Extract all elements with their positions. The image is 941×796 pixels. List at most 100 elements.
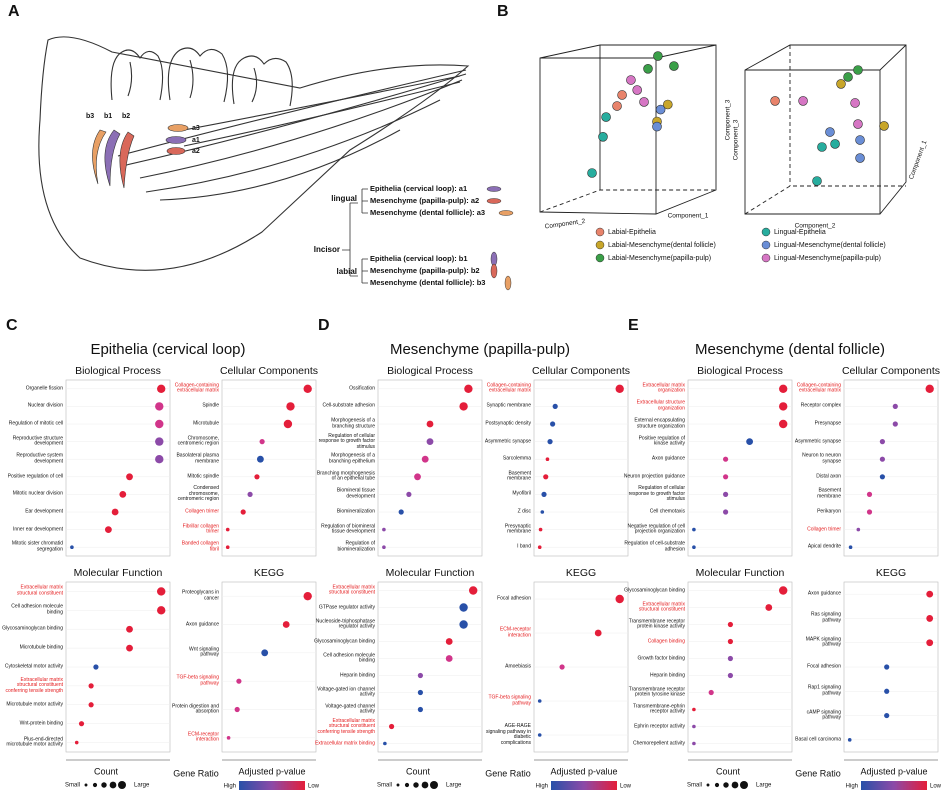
term-label: Myofibril (512, 490, 531, 497)
term-label: External encapsulating structure organiz… (634, 417, 685, 429)
term-label: Transmembrane-ephrin receptor activity (632, 703, 685, 715)
term-label: Extracellular matrix structural constitu… (5, 676, 63, 694)
term-dot (254, 474, 260, 480)
term-dot (78, 721, 85, 727)
axis-label: Component_1 (668, 213, 709, 220)
term-dot (105, 526, 112, 533)
padj-colorbar (551, 781, 617, 790)
pca-point (830, 139, 840, 149)
term-label: ECM-receptor interaction (187, 731, 219, 743)
axis-label: Component_3 (725, 99, 732, 140)
term-dot (421, 455, 429, 463)
term-dot (445, 655, 453, 662)
loop-label: b1 (104, 113, 112, 120)
term-label: Morphogenesis of a branching epithelium (328, 452, 375, 465)
term-label: Transmembrane receptor protein tyrosine … (628, 686, 685, 698)
panel-title: Mesenchyme (papilla-pulp) (390, 341, 570, 358)
term-dot (88, 683, 94, 689)
term-label: Synaptic membrane (486, 402, 531, 409)
term-label: Voltage-gated channel activity (325, 703, 375, 715)
lingual-label: lingual (331, 194, 357, 203)
legend-large: Large (446, 783, 462, 789)
term-label: Collagen binding (647, 637, 685, 644)
term-dot (259, 439, 265, 445)
term-label: Glycosaminoglycan binding (314, 637, 375, 644)
term-dot (537, 733, 542, 737)
term-dot (692, 707, 696, 712)
term-dot (93, 664, 99, 670)
pca-point (655, 104, 666, 115)
labial-label: labial (337, 267, 357, 276)
term-dot (382, 527, 386, 532)
term-dot (111, 508, 119, 516)
legend-large: Large (756, 783, 772, 789)
term-dot (545, 457, 550, 462)
pca-point (653, 51, 663, 61)
term-dot (692, 741, 696, 746)
term-label: Inner ear development (12, 525, 63, 532)
term-label: Cytoskeletal motor activity (4, 663, 63, 670)
term-label: Neuron to neuron synapse (802, 452, 841, 465)
legend-label: Labial-Mesenchyme(papilla-pulp) (608, 255, 711, 262)
legend-padj: Adjusted p-value (550, 766, 617, 776)
legend-small: Small (687, 783, 702, 789)
term-label: Cell adhesion molecule binding (323, 652, 375, 664)
term-label: Cell chemotaxis (649, 508, 685, 515)
term-label: Ras signaling pathway (810, 611, 841, 624)
term-dot (247, 491, 253, 497)
term-label: Chemorepellent activity (633, 739, 685, 746)
term-dot (417, 672, 423, 679)
term-label: Mitotic nuclear division (12, 490, 63, 497)
legend-size-dot (731, 781, 739, 789)
term-dot (155, 455, 164, 464)
legend-size-dot (84, 783, 88, 787)
subplot-title: Biological Process (387, 365, 473, 377)
pca-point (598, 132, 608, 142)
pca-point (850, 98, 860, 108)
loop-label: b3 (86, 113, 94, 120)
subplot-title: KEGG (876, 567, 906, 579)
term-label: Basement membrane (817, 487, 841, 500)
term-dot (126, 473, 133, 481)
pca-point (770, 96, 780, 106)
term-label: Collagen trimer (807, 525, 841, 532)
legend-size-dot (118, 781, 126, 789)
term-label: Nucleoside-triphosphatase regulator acti… (315, 618, 375, 630)
term-label: Asymmetric synapse (794, 437, 841, 444)
legend-padj: Adjusted p-value (860, 766, 927, 776)
term-label: Spindle (202, 402, 219, 409)
pca-point (587, 168, 597, 178)
plot-box (221, 581, 317, 753)
pca-point (669, 61, 679, 71)
panel-title: Epithelia (cervical loop) (90, 341, 245, 358)
plot-box (65, 379, 171, 557)
term-dot (126, 644, 133, 652)
subplot-title: Molecular Function (74, 567, 163, 579)
term-dot (884, 688, 890, 694)
term-label: MAPK signaling pathway (805, 636, 841, 648)
term-label: Distal axon (816, 473, 841, 480)
term-label: Fibrillar collagen trimer (182, 523, 219, 535)
legend-gene-ratio: Gene Ratio (173, 768, 219, 778)
labial-item: Mesenchyme (dental follicle): b3 (370, 278, 485, 287)
legend-swatch (761, 253, 771, 263)
legend-size-dot (396, 783, 400, 787)
term-dot (727, 672, 734, 679)
legend-padj: Adjusted p-value (238, 766, 305, 776)
term-dot (88, 702, 94, 708)
pca-point (601, 112, 611, 122)
term-dot (692, 724, 696, 729)
pca-point (812, 176, 822, 186)
term-dot (847, 738, 852, 742)
term-dot (541, 491, 547, 497)
term-dot (779, 384, 788, 393)
term-label: Ossification (349, 385, 375, 392)
term-label: Regulation of mitotic cell (8, 420, 63, 427)
pca-point (612, 101, 622, 111)
term-label: Extracellular matrix structural constitu… (328, 584, 375, 596)
padj-colorbar (861, 781, 927, 790)
term-dot (926, 639, 934, 647)
term-label: Extracellular matrix structural constitu… (317, 717, 375, 735)
term-label: Heparin binding (339, 671, 375, 678)
term-dot (459, 620, 468, 629)
